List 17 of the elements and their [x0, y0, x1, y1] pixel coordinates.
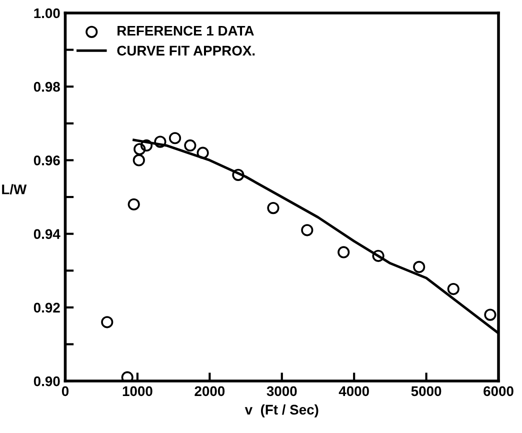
y-tick-label: 0.92	[34, 302, 60, 313]
x-tick-label: 2000	[194, 386, 225, 396]
legend-label: REFERENCE 1 DATA	[118, 26, 254, 36]
x-tick-label: 3000	[266, 386, 297, 396]
x-tick-label: 6000	[484, 386, 514, 396]
y-tick-label: 0.94	[34, 229, 60, 239]
x-tick-label: 5000	[411, 386, 442, 396]
x-tick-label: 0	[62, 386, 69, 396]
y-tick-label: 1.00	[34, 8, 60, 18]
y-tick-label: 0.96	[34, 156, 60, 166]
legend-label: CURVE FIT APPROX.	[117, 46, 255, 56]
x-axis-title: v (Ft / Sec)	[244, 404, 318, 418]
y-tick-label: 0.90	[34, 376, 60, 386]
y-tick-label: 0.98	[34, 82, 60, 92]
x-tick-label: 1000	[122, 386, 152, 396]
y-axis-title: L/W	[2, 184, 27, 194]
x-tick-label: 4000	[338, 386, 369, 396]
